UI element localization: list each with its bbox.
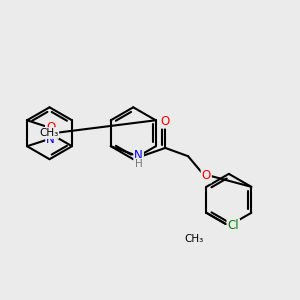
- Text: O: O: [46, 121, 55, 134]
- Text: Cl: Cl: [227, 219, 239, 232]
- Text: O: O: [202, 169, 211, 182]
- Text: CH₃: CH₃: [39, 128, 58, 138]
- Text: N: N: [46, 133, 55, 146]
- Text: H: H: [135, 159, 142, 169]
- Text: N: N: [134, 149, 143, 162]
- Text: O: O: [161, 115, 170, 128]
- Text: CH₃: CH₃: [184, 234, 204, 244]
